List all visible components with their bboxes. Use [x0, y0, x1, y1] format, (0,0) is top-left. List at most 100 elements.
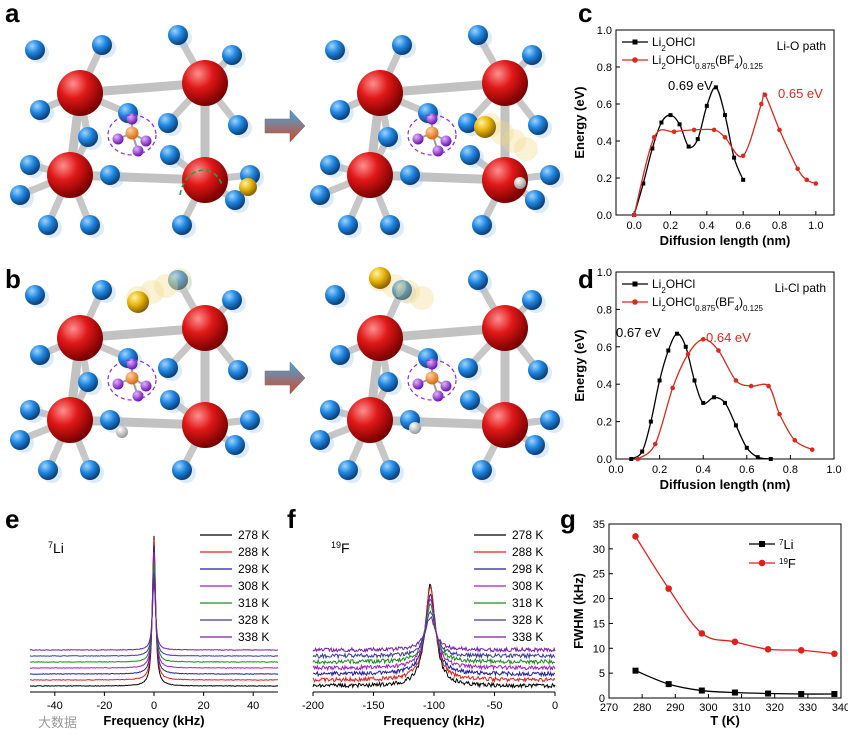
spectrum-line-0 — [29, 535, 279, 687]
text-span: 4 — [735, 304, 740, 313]
fluorine-atom — [132, 390, 144, 402]
panel-a-final — [310, 25, 564, 238]
mobile-lithium-trail — [502, 129, 526, 153]
x-tick-label: 310 — [732, 702, 750, 714]
lithium-atom — [330, 100, 350, 120]
data-point — [831, 650, 838, 658]
lithium-atom — [338, 460, 358, 480]
data-point — [668, 113, 673, 118]
text-span: OHCl — [666, 277, 695, 291]
data-point — [666, 348, 671, 353]
series-line-1 — [633, 92, 817, 216]
data-point — [670, 385, 675, 391]
text-span: 2 — [661, 286, 666, 295]
x-tick-label: 270 — [600, 702, 618, 714]
lithium-atom — [458, 358, 478, 378]
lithium-atom — [472, 215, 492, 235]
panel-letter-b: b — [5, 264, 21, 294]
lithium-atom — [30, 345, 50, 365]
legend-entry-label: 338 K — [238, 630, 269, 644]
text-span: 7 — [48, 540, 53, 550]
fluorine-atom — [440, 380, 452, 392]
spectrum-line-6 — [312, 615, 556, 654]
lithium-atom — [380, 460, 400, 480]
legend-entry-label: 7Li — [779, 537, 794, 552]
data-point — [677, 122, 682, 127]
legend-entry-label: Li2OHCl0.875(BF4)0.125 — [652, 53, 764, 71]
lithium-atom — [325, 285, 345, 305]
chlorine-atom — [182, 402, 228, 448]
text-span: (BF — [715, 295, 734, 309]
mobile-lithium-trail — [514, 137, 538, 161]
data-point — [632, 533, 639, 540]
data-point — [723, 113, 727, 118]
data-point — [741, 177, 746, 182]
fluorine-atom — [440, 135, 452, 147]
mobile-lithium — [369, 267, 391, 289]
text-span: Li — [53, 540, 64, 556]
panel-letter-f: f — [287, 504, 296, 534]
data-point — [792, 438, 798, 443]
annotation-0: 0.67 eV — [616, 325, 661, 340]
data-point — [765, 690, 772, 697]
spectrum-line-6 — [29, 579, 279, 651]
plot-frame — [615, 29, 835, 216]
data-point — [795, 166, 800, 172]
lithium-atom — [10, 430, 30, 450]
panel-letter-g: g — [560, 504, 576, 534]
data-point — [731, 638, 739, 646]
lithium-atom — [100, 165, 120, 185]
mobile-lithium — [239, 178, 257, 196]
panel-letter-c: c — [578, 0, 592, 28]
x-tick-label: 1.0 — [826, 464, 841, 476]
data-point — [712, 395, 717, 400]
series-line-0 — [630, 333, 771, 460]
data-point — [695, 137, 700, 142]
lithium-atom — [528, 115, 548, 135]
spectrum-line-4 — [29, 562, 279, 663]
data-point — [701, 400, 706, 405]
x-tick-label: 0.2 — [652, 464, 667, 476]
data-point — [683, 344, 688, 349]
y-tick-label: 1.0 — [597, 267, 612, 279]
rotation-arrow — [407, 114, 457, 156]
lithium-atom — [472, 460, 492, 480]
data-point — [813, 181, 819, 186]
lithium-atom — [310, 185, 330, 205]
lithium-atom — [160, 145, 180, 165]
lithium-atom — [325, 40, 345, 60]
lithium-atom — [330, 345, 350, 365]
lithium-atom — [228, 115, 248, 135]
spectrum-line-2 — [29, 545, 279, 675]
x-tick-label: -50 — [487, 700, 503, 712]
chlorine-atom — [482, 402, 528, 448]
mobile-lithium — [474, 116, 496, 138]
lithium-atom — [525, 435, 545, 455]
lithium-atom — [30, 100, 50, 120]
mobile-lithium — [127, 291, 149, 313]
data-point — [777, 127, 782, 133]
data-point — [640, 449, 645, 454]
x-axis-label: T (K) — [710, 713, 740, 728]
y-tick-label: 0.4 — [597, 379, 612, 391]
hydrogen-atom — [116, 426, 128, 438]
boron-atom — [425, 371, 439, 385]
y-tick-label: 0.0 — [597, 210, 612, 222]
lithium-atom — [378, 372, 398, 392]
lithium-atom — [468, 25, 488, 45]
x-tick-label: 20 — [197, 700, 209, 712]
spectrum-line-5 — [312, 610, 556, 660]
lithium-atom — [540, 410, 560, 430]
panel-a-initial — [10, 25, 264, 238]
text-span: OHCl — [666, 295, 695, 309]
text-span: ) — [739, 53, 743, 67]
lithium-atom — [458, 113, 478, 133]
y-tick-label: 0.2 — [597, 417, 612, 429]
data-point — [722, 135, 728, 140]
lithium-atom — [10, 185, 30, 205]
x-tick-label: 0.6 — [736, 220, 751, 232]
data-point — [635, 456, 641, 462]
data-point — [698, 630, 706, 637]
data-point — [764, 645, 772, 653]
data-point — [733, 378, 739, 383]
